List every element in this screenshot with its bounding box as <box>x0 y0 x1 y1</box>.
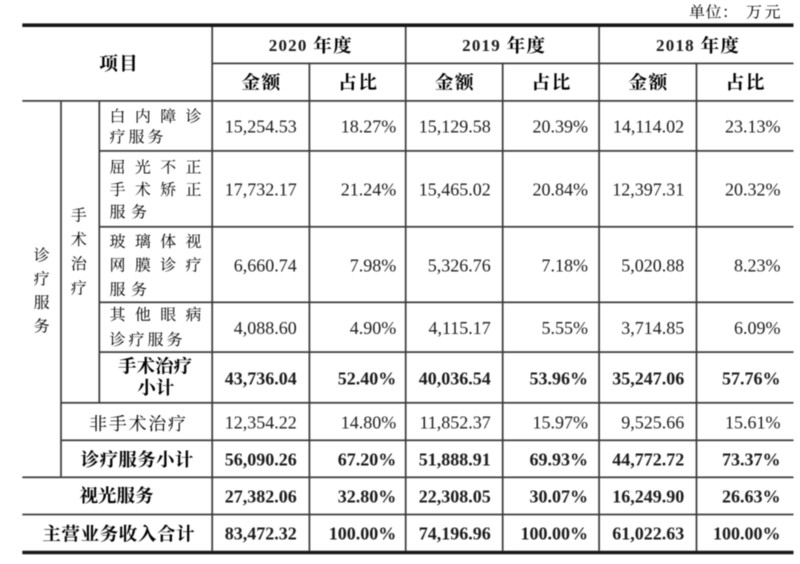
svg-text:35,247.06: 35,247.06 <box>612 368 684 388</box>
svg-text:100.00%: 100.00% <box>713 524 781 544</box>
svg-text:5,020.88: 5,020.88 <box>621 255 684 275</box>
svg-text:51,888.91: 51,888.91 <box>419 450 491 470</box>
svg-text:61,022.63: 61,022.63 <box>612 524 684 544</box>
svg-text:23.13%: 23.13% <box>725 117 781 137</box>
svg-text:30.07%: 30.07% <box>530 487 589 507</box>
svg-text:15,129.58: 15,129.58 <box>419 117 491 137</box>
svg-text:44,772.72: 44,772.72 <box>612 450 684 470</box>
svg-text:7.98%: 7.98% <box>350 255 397 275</box>
svg-text:26.63%: 26.63% <box>722 487 781 507</box>
svg-text:20.39%: 20.39% <box>533 117 589 137</box>
svg-text:15.97%: 15.97% <box>533 412 589 432</box>
svg-text:15,465.02: 15,465.02 <box>419 180 491 200</box>
svg-text:20.84%: 20.84% <box>533 180 589 200</box>
svg-text:22,308.05: 22,308.05 <box>419 487 491 507</box>
svg-text:11,852.37: 11,852.37 <box>419 412 490 432</box>
svg-text:18.27%: 18.27% <box>341 117 397 137</box>
svg-text:21.24%: 21.24% <box>341 180 397 200</box>
svg-text:15,254.53: 15,254.53 <box>225 117 297 137</box>
svg-text:67.20%: 67.20% <box>338 450 397 470</box>
svg-text:5.55%: 5.55% <box>542 318 589 338</box>
svg-text:53.96%: 53.96% <box>530 368 589 388</box>
svg-text:100.00%: 100.00% <box>521 524 589 544</box>
svg-text:15.61%: 15.61% <box>725 412 781 432</box>
svg-text:40,036.54: 40,036.54 <box>419 368 491 388</box>
svg-text:7.18%: 7.18% <box>542 255 589 275</box>
svg-text:2018: 2018 <box>656 36 694 55</box>
svg-text:9,525.66: 9,525.66 <box>621 412 684 432</box>
svg-text:57.76%: 57.76% <box>722 368 781 388</box>
svg-text:20.32%: 20.32% <box>725 180 781 200</box>
svg-text:12,397.31: 12,397.31 <box>612 180 684 200</box>
svg-text:52.40%: 52.40% <box>338 368 397 388</box>
svg-text:69.93%: 69.93% <box>530 450 589 470</box>
svg-text:4.90%: 4.90% <box>350 318 397 338</box>
svg-text:32.80%: 32.80% <box>338 487 397 507</box>
svg-text:6.09%: 6.09% <box>734 318 781 338</box>
svg-text:8.23%: 8.23% <box>734 255 781 275</box>
svg-text:6,660.74: 6,660.74 <box>234 255 297 275</box>
svg-text:14.80%: 14.80% <box>341 412 397 432</box>
svg-text:3,714.85: 3,714.85 <box>621 318 684 338</box>
svg-text:27,382.06: 27,382.06 <box>225 487 297 507</box>
svg-text:74,196.96: 74,196.96 <box>419 524 491 544</box>
svg-text:56,090.26: 56,090.26 <box>225 450 297 470</box>
svg-text:73.37%: 73.37% <box>722 450 781 470</box>
svg-text:43,736.04: 43,736.04 <box>225 368 297 388</box>
svg-text:14,114.02: 14,114.02 <box>613 117 684 137</box>
svg-text:12,354.22: 12,354.22 <box>225 412 297 432</box>
svg-text:16,249.90: 16,249.90 <box>612 487 684 507</box>
svg-text:100.00%: 100.00% <box>329 524 397 544</box>
svg-text:2020: 2020 <box>269 36 307 55</box>
svg-text:4,115.17: 4,115.17 <box>428 318 490 338</box>
svg-text:17,732.17: 17,732.17 <box>225 180 297 200</box>
svg-text:4,088.60: 4,088.60 <box>234 318 297 338</box>
svg-text:2019: 2019 <box>462 36 500 55</box>
svg-text:83,472.32: 83,472.32 <box>225 524 297 544</box>
svg-text:5,326.76: 5,326.76 <box>428 255 491 275</box>
